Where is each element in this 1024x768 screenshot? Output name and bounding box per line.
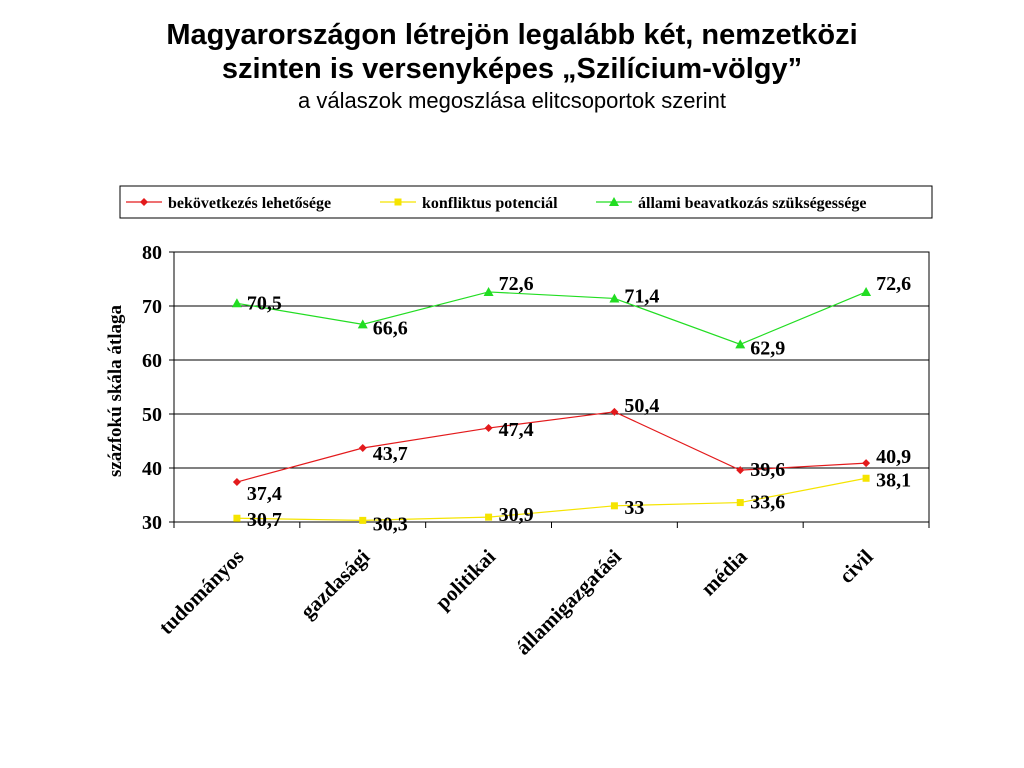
series-line bbox=[236, 411, 867, 483]
grid-lines bbox=[173, 251, 930, 523]
chart-title-line-1: Magyarországon létrejön legalább két, ne… bbox=[166, 19, 858, 51]
title-block: Magyarországon létrejön legalább két, ne… bbox=[0, 18, 1024, 116]
data-label: 40,9 bbox=[876, 446, 911, 468]
x-tick-label: államigazgatási bbox=[511, 544, 626, 659]
legend-entry: bekövetkezés lehetősége bbox=[126, 195, 331, 212]
data-point bbox=[862, 474, 870, 482]
data-label: 38,1 bbox=[876, 469, 911, 491]
data-point bbox=[609, 293, 620, 303]
data-point bbox=[609, 197, 619, 206]
y-tick-label: 40 bbox=[142, 458, 162, 480]
series-line bbox=[236, 477, 867, 521]
x-tick-label: gazdasági bbox=[295, 544, 374, 623]
data-label: 62,9 bbox=[750, 337, 785, 359]
y-tick-label: 60 bbox=[142, 350, 162, 372]
legend-label: konfliktus potenciál bbox=[422, 195, 558, 212]
data-label: 71,4 bbox=[624, 285, 659, 307]
data-label: 30,3 bbox=[373, 513, 408, 535]
y-axis: 30 40 50 60 70 80 százfokú skála átlaga bbox=[105, 242, 174, 534]
data-label: 50,4 bbox=[624, 395, 659, 417]
y-tick-label: 30 bbox=[142, 512, 162, 534]
data-label: 37,4 bbox=[247, 483, 282, 505]
data-labels: 37,4 43,7 47,4 50,4 39,6 40,9 30,7 30,3 30,9 33 33… bbox=[247, 273, 911, 535]
data-label: 43,7 bbox=[373, 443, 408, 465]
data-point bbox=[231, 298, 242, 308]
data-point bbox=[610, 502, 618, 510]
plot-frame bbox=[173, 251, 930, 523]
series-3 bbox=[231, 286, 872, 349]
plot-area bbox=[231, 286, 872, 524]
data-point bbox=[735, 339, 746, 349]
series-line bbox=[236, 291, 867, 345]
data-point bbox=[140, 198, 148, 206]
data-label: 33,6 bbox=[750, 492, 785, 514]
data-point bbox=[862, 459, 871, 468]
data-point bbox=[736, 466, 745, 475]
data-point bbox=[610, 407, 619, 416]
x-tick-label: politikai bbox=[430, 544, 500, 614]
legend-label: bekövetkezés lehetősége bbox=[168, 195, 331, 212]
x-axis: tudományos gazdasági politikai államigazgat… bbox=[154, 522, 930, 660]
x-tick-label: tudományos bbox=[154, 545, 249, 640]
data-point bbox=[861, 286, 872, 296]
data-point bbox=[233, 514, 241, 522]
legend-entry: állami beavatkozás szükségessége bbox=[596, 195, 866, 212]
data-label: 30,9 bbox=[499, 504, 534, 526]
legend: bekövetkezés lehetősége konfliktus potenc… bbox=[119, 185, 933, 219]
y-tick-label: 80 bbox=[142, 242, 162, 264]
data-point bbox=[485, 513, 493, 521]
data-label: 33 bbox=[624, 497, 644, 519]
y-tick-label: 50 bbox=[142, 404, 162, 426]
series-1 bbox=[232, 407, 871, 487]
data-label: 72,6 bbox=[876, 273, 911, 295]
data-point bbox=[358, 444, 367, 453]
legend-label: állami beavatkozás szükségessége bbox=[638, 195, 866, 212]
data-point bbox=[483, 286, 494, 296]
legend-entry: konfliktus potenciál bbox=[380, 195, 558, 212]
data-point bbox=[394, 198, 402, 206]
data-label: 72,6 bbox=[499, 273, 534, 295]
data-label: 30,7 bbox=[247, 509, 282, 531]
data-point bbox=[484, 424, 493, 433]
y-tick-label: 70 bbox=[142, 296, 162, 318]
y-axis-label: százfokú skála átlaga bbox=[105, 304, 126, 477]
data-label: 39,6 bbox=[750, 459, 785, 481]
data-label: 66,6 bbox=[373, 317, 408, 339]
data-point bbox=[736, 499, 744, 507]
legend-box bbox=[119, 185, 933, 219]
data-label: 70,5 bbox=[247, 292, 282, 314]
x-tick-label: média bbox=[696, 544, 752, 600]
data-point bbox=[357, 319, 368, 329]
chart-title-line-2: szinten is versenyképes „Szilícium-völgy… bbox=[221, 53, 803, 85]
x-tick-label: civil bbox=[834, 544, 877, 587]
series-2 bbox=[233, 474, 870, 524]
data-point bbox=[359, 516, 367, 524]
chart-subtitle: a válaszok megoszlása elitcsoportok szer… bbox=[298, 88, 726, 113]
data-point bbox=[232, 478, 241, 487]
data-label: 47,4 bbox=[499, 419, 534, 441]
